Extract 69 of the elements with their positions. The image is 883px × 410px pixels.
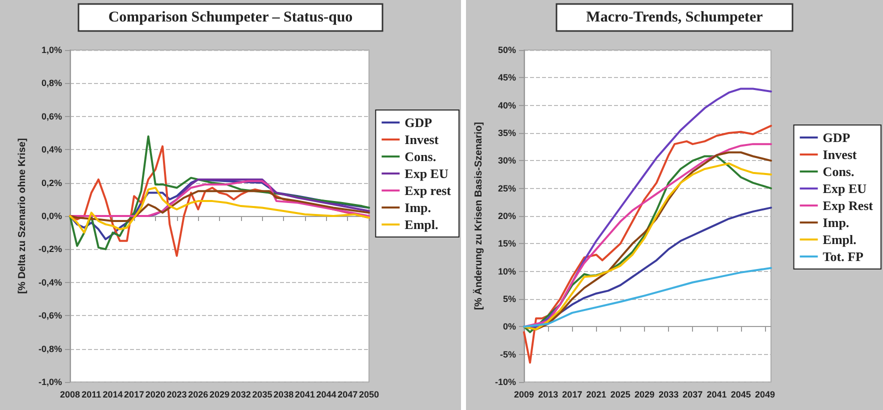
x-tick-label: 2035 xyxy=(252,390,272,400)
y-tick-label: 10% xyxy=(498,266,516,276)
x-tick-label: 2014 xyxy=(102,390,123,400)
x-tick-label: 2017 xyxy=(562,390,582,400)
y-tick-label: 45% xyxy=(498,72,516,83)
x-tick-label: 2049 xyxy=(754,390,775,400)
x-tick-label: 2044 xyxy=(316,390,336,400)
y-tick-label: -0,2% xyxy=(38,244,62,254)
y-axis-title: [% Änderung zu Krisen Basis-Szenario] xyxy=(472,122,484,310)
legend-label: GDP xyxy=(404,115,432,130)
y-tick-label: -10% xyxy=(494,377,516,387)
x-tick-label: 2008 xyxy=(60,390,80,400)
legend-label: Invest xyxy=(404,132,440,147)
y-tick-label: 20% xyxy=(498,211,516,221)
x-tick-label: 2037 xyxy=(682,390,703,400)
legend-label: Imp. xyxy=(822,215,850,230)
legend-label: Empl. xyxy=(404,217,438,232)
y-tick-label: -5% xyxy=(500,349,516,360)
y-tick-label: 0,2% xyxy=(41,178,62,188)
y-tick-label: 1,0% xyxy=(41,45,62,55)
x-tick-label: 2029 xyxy=(209,390,230,400)
chart-title: Macro-Trends, Schumpeter xyxy=(586,10,764,26)
y-tick-label: 0,4% xyxy=(41,144,62,155)
chart-title: Comparison Schumpeter – Status-quo xyxy=(108,10,353,26)
legend-label: Exp rest xyxy=(404,183,452,198)
y-tick-label: 0,0% xyxy=(41,211,62,221)
x-tick-label: 2026 xyxy=(188,390,208,400)
y-tick-label: -0,8% xyxy=(38,344,62,354)
x-tick-label: 2013 xyxy=(538,390,558,400)
x-tick-label: 2038 xyxy=(274,390,294,400)
y-tick-label: -0,6% xyxy=(38,310,62,321)
x-tick-label: 2047 xyxy=(338,390,358,400)
legend-label: GDP xyxy=(822,130,850,145)
y-tick-label: 15% xyxy=(498,238,516,249)
x-tick-label: 2041 xyxy=(294,390,315,400)
x-tick-label: 2017 xyxy=(124,390,144,400)
legend-label: Imp. xyxy=(404,200,432,215)
x-tick-label: 2041 xyxy=(706,390,727,400)
legend-label: Exp EU xyxy=(822,181,868,196)
y-tick-label: 5% xyxy=(502,294,516,304)
x-tick-label: 2045 xyxy=(730,390,751,400)
x-tick-label: 2032 xyxy=(230,390,251,400)
y-tick-label: 30% xyxy=(498,156,516,166)
y-axis-title: [% Delta zu Szenario ohne Krise] xyxy=(17,138,28,294)
y-tick-label: 40% xyxy=(498,100,516,110)
legend-label: Tot. FP xyxy=(822,249,864,264)
legend-label: Empl. xyxy=(822,232,856,247)
legend-label: Invest xyxy=(822,147,858,162)
y-tick-label: 25% xyxy=(498,183,516,194)
y-tick-label: 50% xyxy=(498,45,516,55)
x-tick-label: 2025 xyxy=(610,390,630,400)
y-tick-label: 0,6% xyxy=(41,111,62,122)
x-tick-label: 2009 xyxy=(514,390,534,400)
x-tick-label: 2023 xyxy=(166,390,187,400)
legend-label: Exp Rest xyxy=(822,198,874,213)
y-tick-label: 0,8% xyxy=(41,78,62,88)
x-tick-label: 2021 xyxy=(586,390,606,400)
x-tick-label: 2033 xyxy=(658,390,679,400)
y-tick-label: 35% xyxy=(498,128,516,138)
y-tick-label: -1,0% xyxy=(38,377,62,387)
legend-label: Cons. xyxy=(822,164,854,179)
y-tick-label: 0% xyxy=(502,322,516,332)
x-tick-label: 2020 xyxy=(145,390,166,400)
legend-label: Exp EU xyxy=(404,166,449,181)
legend-label: Cons. xyxy=(404,149,436,164)
x-tick-label: 2029 xyxy=(634,390,655,400)
x-tick-label: 2011 xyxy=(82,390,102,400)
x-tick-label: 2050 xyxy=(358,390,380,400)
y-tick-label: -0,4% xyxy=(38,277,62,288)
